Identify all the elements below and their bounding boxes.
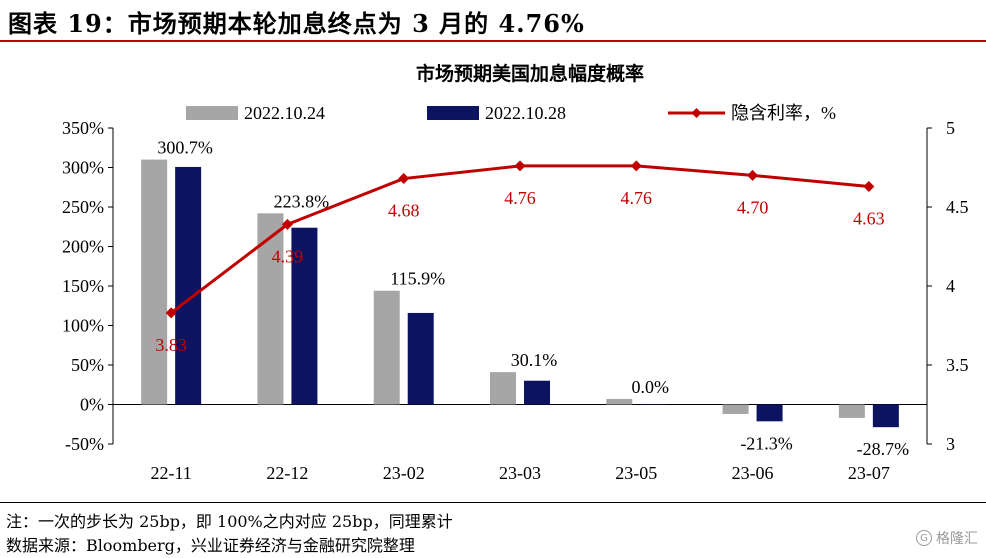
left-tick-label: -50%: [65, 434, 104, 454]
x-tick-label: 23-05: [615, 463, 657, 483]
bar-series-2-22-11: [175, 166, 202, 405]
bar-data-label: 115.9%: [390, 269, 445, 289]
line-data-label: 4.70: [737, 197, 769, 217]
line-marker-23-03: [514, 160, 526, 172]
bar-series-2-23-06: [756, 404, 783, 422]
bar-data-label: 30.1%: [511, 350, 558, 370]
x-tick-label: 22-12: [266, 463, 308, 483]
bar-series-1-23-03: [490, 372, 516, 405]
bar-series-2-23-05: [640, 404, 667, 405]
footer-source: 数据来源：Bloomberg，兴业证券经济与金融研究院整理: [6, 536, 415, 555]
x-tick-label: 23-02: [383, 463, 425, 483]
x-tick-label: 23-03: [499, 463, 541, 483]
x-tick-label: 23-06: [732, 463, 774, 483]
left-tick-label: 300%: [62, 158, 104, 178]
bar-series-1-23-05: [606, 398, 633, 405]
bar-data-label: 0.0%: [632, 377, 670, 397]
line-marker-23-07: [863, 180, 875, 192]
title-rule: [0, 40, 986, 42]
watermark-logo-icon: G: [916, 530, 932, 546]
bar-series-2-23-07: [872, 404, 899, 428]
left-tick-label: 100%: [62, 316, 104, 336]
line-data-label: 4.76: [621, 188, 653, 208]
line-marker-23-02: [398, 173, 410, 185]
bar-series-2-22-12: [291, 227, 318, 405]
line-data-label: 4.63: [853, 208, 885, 228]
bar-data-label: -28.7%: [857, 439, 910, 459]
right-tick-label: 3.5: [946, 355, 969, 375]
footer-rule: [0, 502, 986, 503]
line-marker-23-05: [630, 160, 642, 172]
right-tick-label: 3: [946, 434, 955, 454]
left-tick-label: 50%: [71, 355, 104, 375]
watermark-text: 格隆汇: [936, 531, 978, 547]
legend-label-series-1: 2022.10.24: [244, 103, 325, 123]
bar-data-label: 300.7%: [157, 138, 213, 158]
figure-title: 图表 19：市场预期本轮加息终点为 3 月的 4.76%: [8, 9, 585, 38]
legend-label-series-2: 2022.10.28: [485, 103, 566, 123]
legend-marker-series-3: [691, 108, 702, 118]
left-tick-label: 200%: [62, 237, 104, 257]
bar-data-label: 223.8%: [274, 191, 330, 211]
bar-data-label: -21.3%: [740, 433, 793, 453]
right-tick-label: 4: [946, 276, 955, 296]
left-tick-label: 350%: [62, 118, 104, 138]
legend-swatch-series-1: [186, 106, 238, 120]
legend-swatch-series-2: [427, 106, 479, 120]
bar-series-2-23-02: [407, 312, 434, 405]
bar-series-1-22-11: [141, 159, 168, 405]
bar-series-2-23-03: [524, 380, 550, 405]
left-tick-label: 150%: [62, 276, 104, 296]
legend-label-series-3: 隐含利率，%: [731, 103, 836, 123]
line-data-label: 4.39: [272, 246, 304, 266]
bar-series-1-23-06: [722, 404, 749, 414]
left-tick-label: 250%: [62, 197, 104, 217]
line-marker-23-06: [747, 169, 759, 181]
line-marker-22-12: [281, 218, 293, 230]
footer-note: 注：一次的步长为 25bp，即 100%之内对应 25bp，同理累计: [6, 512, 453, 531]
chart-title: 市场预期美国加息幅度概率: [416, 62, 644, 85]
line-data-label: 4.68: [388, 201, 420, 221]
x-tick-label: 22-11: [150, 463, 191, 483]
bar-series-1-22-12: [257, 213, 284, 405]
bar-series-1-23-02: [373, 290, 400, 405]
right-tick-label: 5: [946, 118, 955, 138]
line-data-label: 3.83: [155, 335, 187, 355]
line-marker-22-11: [165, 307, 177, 319]
watermark: G 格隆汇: [916, 528, 978, 548]
line-data-label: 4.76: [504, 188, 536, 208]
x-tick-label: 23-07: [848, 463, 890, 483]
right-tick-label: 4.5: [946, 197, 969, 217]
left-tick-label: 0%: [80, 395, 104, 415]
bar-series-1-23-07: [838, 404, 865, 418]
